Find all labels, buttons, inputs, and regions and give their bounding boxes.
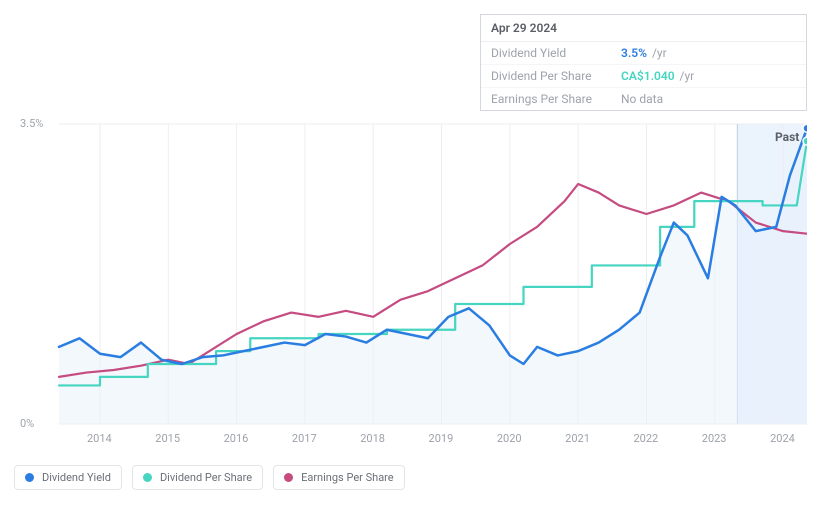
x-axis-tick-label: 2023 [702,432,727,445]
chart-legend: Dividend Yield Dividend Per Share Earnings… [14,465,405,490]
legend-label: Earnings Per Share [301,471,394,484]
past-label: Past [775,130,799,144]
tooltip-row: Dividend Yield3.5% /yr [481,42,806,64]
x-axis-tick-label: 2015 [155,432,180,445]
x-axis-tick-label: 2017 [292,432,317,445]
legend-item[interactable]: Dividend Yield [14,465,122,490]
y-axis-tick-label: 0% [20,417,34,430]
x-axis-tick-label: 2016 [224,432,249,445]
x-axis-tick-label: 2020 [497,432,522,445]
x-axis-tick-label: 2021 [565,432,590,445]
x-axis-tick-label: 2014 [87,432,112,445]
y-axis-tick-label: 3.5% [20,117,43,130]
x-axis-tick-label: 2018 [360,432,385,445]
legend-label: Dividend Per Share [160,471,252,484]
legend-swatch [143,473,152,482]
legend-item[interactable]: Dividend Per Share [132,465,263,490]
dividend-history-chart: Apr 29 2024 Dividend Yield3.5% /yrDivide… [14,14,807,454]
tooltip-date: Apr 29 2024 [481,15,806,42]
tooltip-row: Dividend Per ShareCA$1.040 /yr [481,64,806,87]
tooltip-row: Earnings Per ShareNo data [481,87,806,110]
x-axis-tick-label: 2019 [429,432,454,445]
tooltip-row-label: Earnings Per Share [491,92,621,106]
chart-tooltip: Apr 29 2024 Dividend Yield3.5% /yrDivide… [480,14,807,111]
tooltip-row-label: Dividend Per Share [491,69,621,83]
tooltip-row-label: Dividend Yield [491,46,621,60]
legend-swatch [284,473,293,482]
tooltip-row-value: 3.5% /yr [621,46,667,60]
legend-item[interactable]: Earnings Per Share [273,465,405,490]
legend-swatch [25,473,34,482]
x-axis-tick-label: 2022 [633,432,658,445]
tooltip-row-value: CA$1.040 /yr [621,69,694,83]
x-axis-tick-label: 2024 [770,432,795,445]
legend-label: Dividend Yield [42,471,111,484]
tooltip-row-value: No data [621,92,663,106]
